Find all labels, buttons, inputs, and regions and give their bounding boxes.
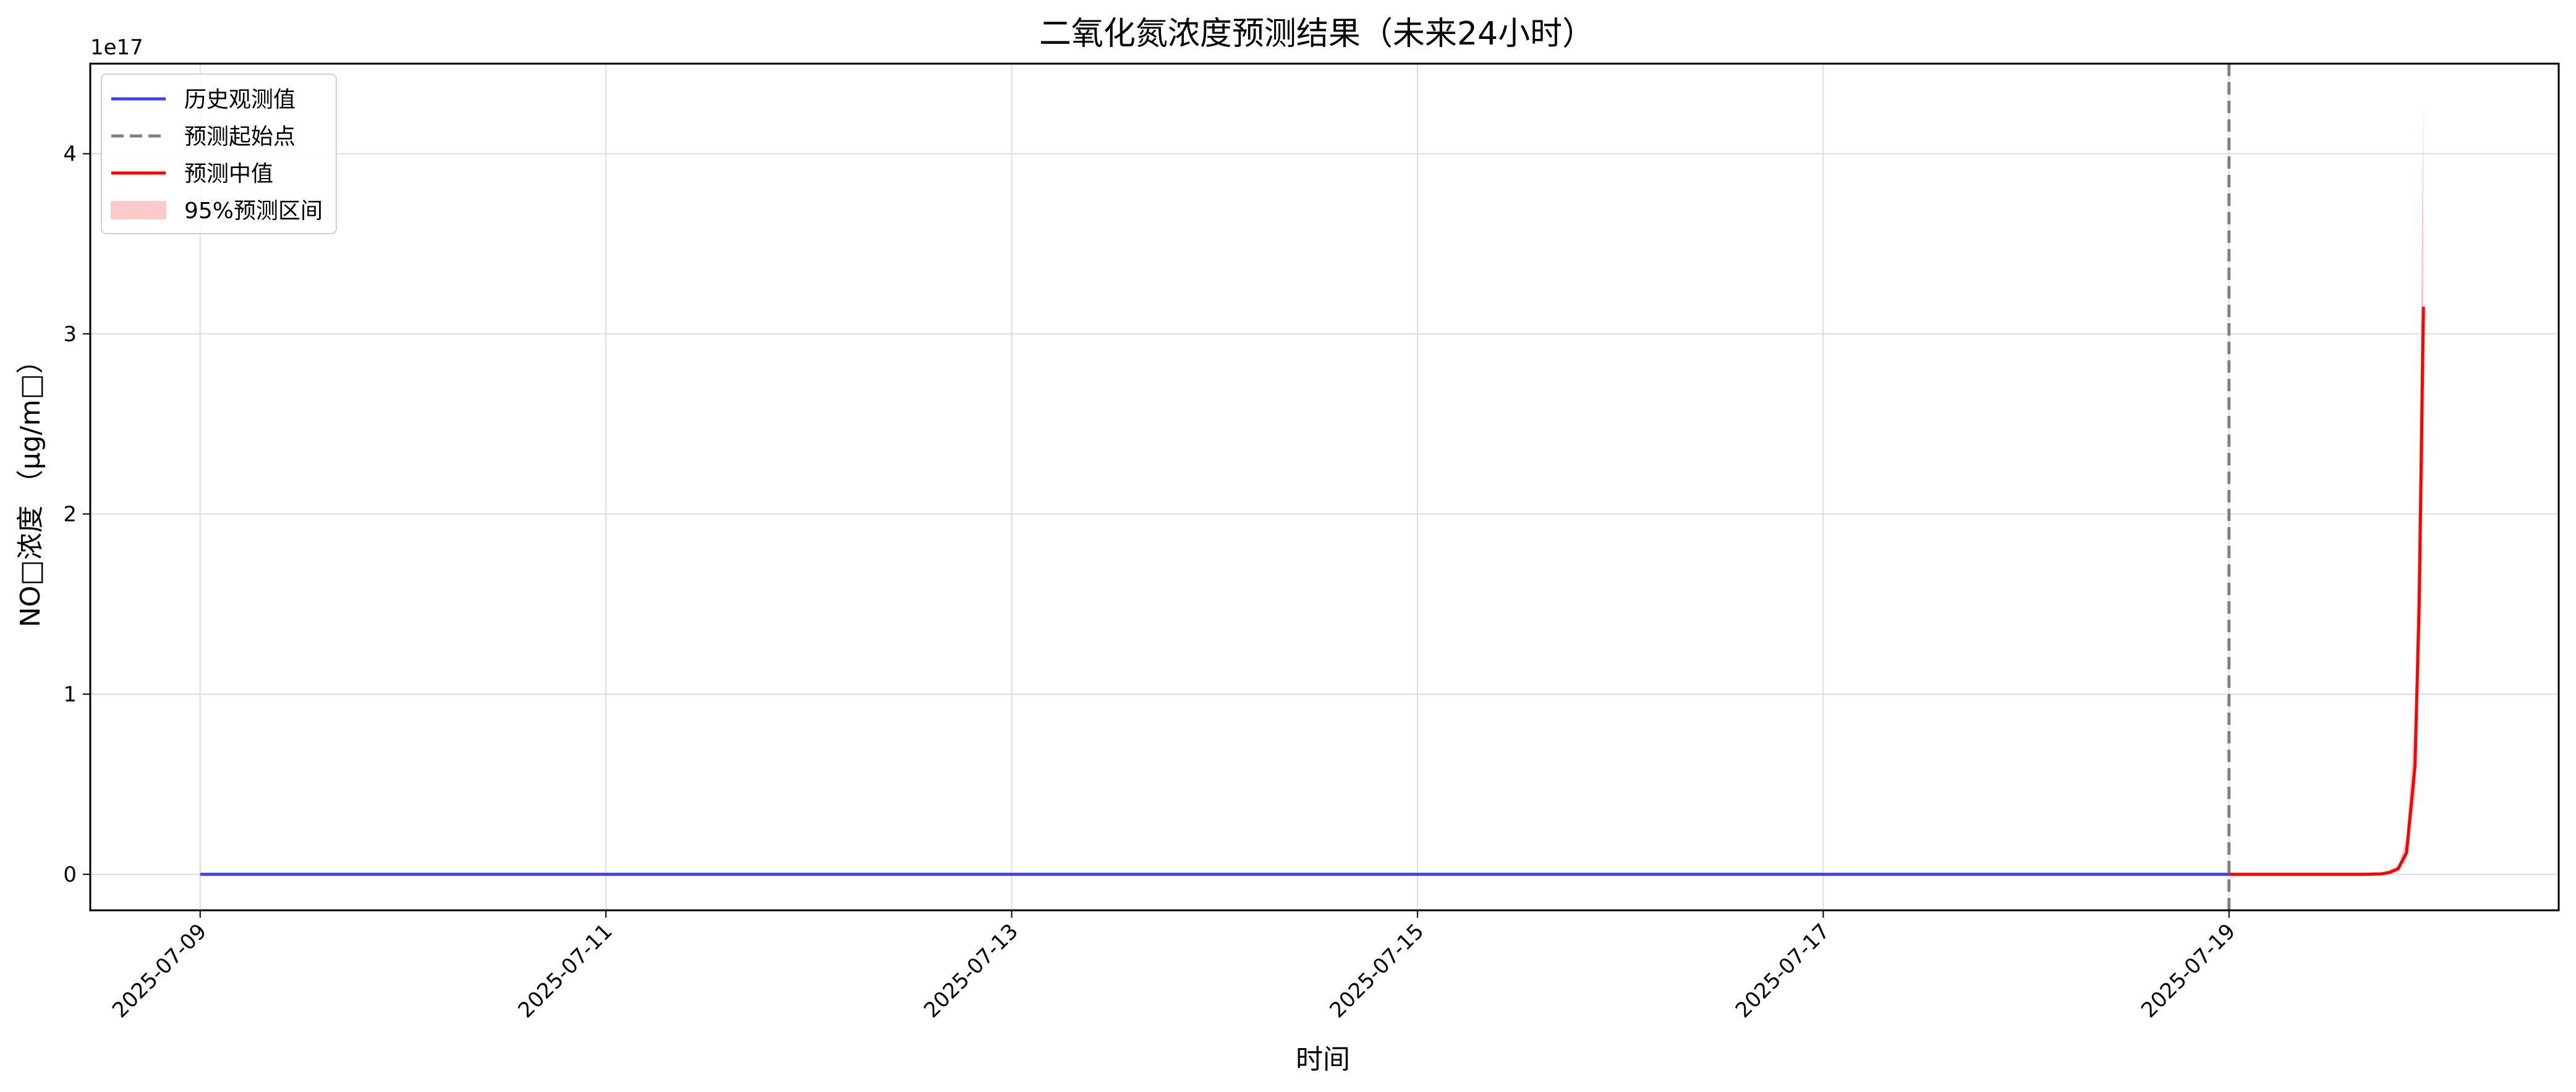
x-axis-title: 时间 (1296, 1044, 1350, 1075)
legend-label-observed: 历史观测值 (184, 87, 295, 112)
median-series-line (2229, 307, 2425, 876)
legend-label-interval: 95%预测区间 (184, 198, 323, 224)
legend-label-median: 预测中值 (184, 161, 273, 187)
y-tick-label: 1 (63, 682, 77, 707)
legend-swatch-band (111, 201, 166, 219)
y-tick-label: 2 (63, 502, 77, 527)
y-offset-label: 1e17 (90, 35, 143, 60)
legend-frame (101, 74, 337, 234)
y-tick-label: 4 (63, 142, 77, 167)
series-line-layer (200, 64, 2425, 910)
y-tick-label: 0 (63, 863, 77, 887)
plot-frame (89, 62, 2560, 912)
y-axis-title: NO□浓度 （μg/m□） (15, 347, 46, 627)
legend-label-forecast-start: 预测起始点 (184, 124, 295, 150)
legend: 历史观测值 预测起始点 预测中值 95%预测区间 (101, 74, 337, 234)
y-tick-label: 3 (63, 322, 77, 347)
chart-title: 二氧化氮浓度预测结果（未来24小时） (1039, 15, 1594, 53)
